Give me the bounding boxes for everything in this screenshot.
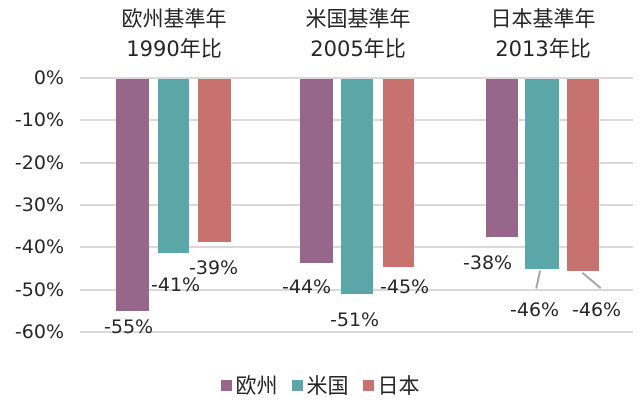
y-tick-label: -50% bbox=[14, 279, 64, 301]
y-tick-label: -60% bbox=[14, 321, 64, 343]
data-label: -39% bbox=[189, 257, 239, 279]
legend-label: 欧州 bbox=[235, 374, 278, 398]
data-label: -41% bbox=[151, 274, 201, 296]
category-title-japan: 日本基準年 2013年比 bbox=[443, 4, 640, 64]
legend-item-europe: 欧州 bbox=[220, 370, 278, 400]
y-tick-label: -10% bbox=[14, 109, 64, 131]
category-title-us: 米国基準年 2005年比 bbox=[258, 4, 458, 64]
data-label: -46% bbox=[510, 299, 560, 321]
legend-item-us: 米国 bbox=[291, 370, 349, 400]
gridline bbox=[80, 331, 633, 333]
legend-item-japan: 日本 bbox=[362, 370, 420, 400]
data-label: -38% bbox=[463, 252, 513, 274]
category-title-europe: 欧州基準年 1990年比 bbox=[74, 4, 274, 64]
data-label: -45% bbox=[380, 276, 430, 298]
leader-line bbox=[582, 272, 602, 289]
data-label: -44% bbox=[282, 276, 332, 298]
bar-japan-2013 bbox=[567, 79, 599, 271]
bar-europe-1990 bbox=[116, 79, 149, 311]
legend-swatch-icon bbox=[291, 379, 303, 391]
gridline bbox=[80, 77, 633, 79]
bar-us-2013 bbox=[525, 79, 559, 269]
category-title-line: 米国基準年 bbox=[305, 7, 411, 31]
legend-label: 日本 bbox=[377, 374, 420, 398]
bar-japan-1990 bbox=[198, 79, 231, 242]
data-label: -55% bbox=[104, 316, 154, 338]
y-tick-label: 0% bbox=[33, 67, 64, 89]
category-title-line: 日本基準年 bbox=[490, 7, 596, 31]
legend-swatch-icon bbox=[220, 379, 232, 391]
category-title-line: 2013年比 bbox=[495, 37, 591, 61]
y-tick-label: -30% bbox=[14, 194, 64, 216]
legend-swatch-icon bbox=[362, 379, 374, 391]
category-title-line: 2005年比 bbox=[310, 37, 406, 61]
y-tick-label: -20% bbox=[14, 152, 64, 174]
bar-japan-2005 bbox=[383, 79, 414, 267]
y-tick-label: -40% bbox=[14, 236, 64, 258]
data-label: -51% bbox=[330, 309, 380, 331]
leader-line bbox=[535, 270, 541, 289]
bar-us-1990 bbox=[158, 79, 189, 253]
bar-europe-2005 bbox=[300, 79, 333, 263]
category-title-line: 欧州基準年 bbox=[121, 7, 227, 31]
bar-us-2005 bbox=[341, 79, 373, 294]
category-title-line: 1990年比 bbox=[126, 37, 222, 61]
data-label: -46% bbox=[572, 299, 622, 321]
bar-europe-2013 bbox=[486, 79, 518, 237]
legend-label: 米国 bbox=[306, 374, 349, 398]
legend: 欧州 米国 日本 bbox=[0, 370, 640, 400]
